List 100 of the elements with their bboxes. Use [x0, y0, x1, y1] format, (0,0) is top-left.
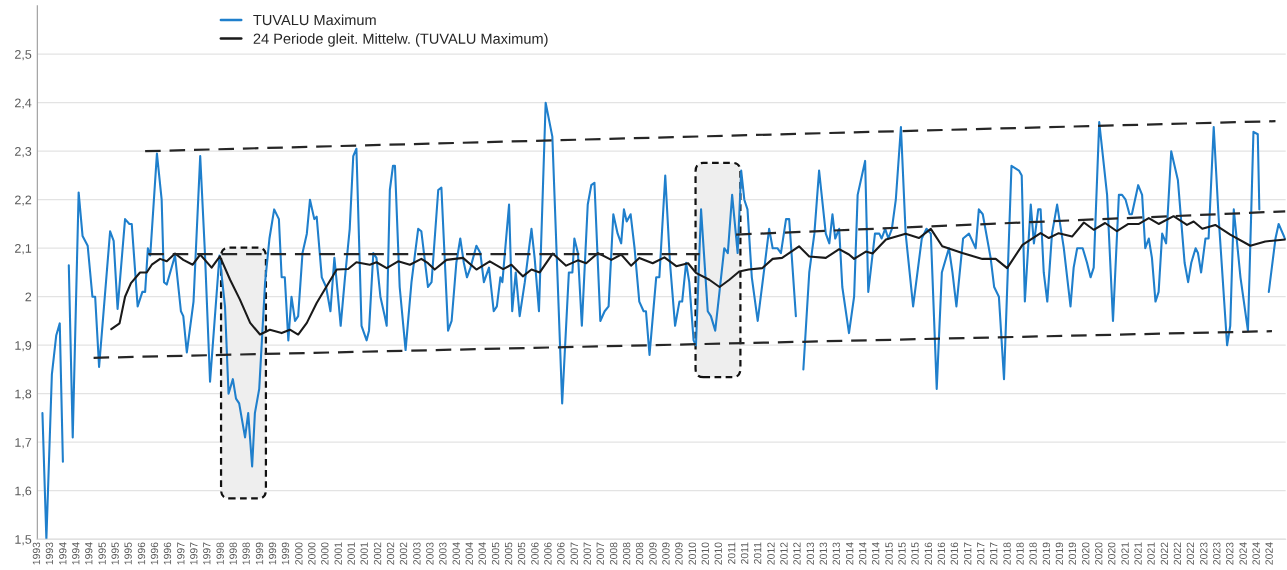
x-tick-label: 2016	[950, 542, 959, 565]
x-tick-label: 2003	[413, 542, 421, 565]
x-tick-label: 2024	[1252, 542, 1260, 565]
x-tick-label: 2023	[1226, 542, 1234, 565]
x-tick-label: 2022	[1186, 542, 1195, 565]
x-tick-label: 2012	[793, 542, 801, 565]
x-tick-label: 2002	[373, 542, 382, 565]
x-tick-label: 2019	[1068, 542, 1077, 565]
x-tick-label: 2022	[1173, 542, 1182, 565]
x-tick-label: 2002	[386, 542, 395, 565]
x-tick-label: 1995	[124, 542, 132, 565]
x-tick-label: 2000	[295, 542, 303, 565]
x-tick-label: 1999	[281, 542, 290, 565]
legend-label: TUVALU Maximum	[253, 14, 376, 26]
x-tick-label: 2017	[977, 542, 985, 565]
x-tick-label: 1993	[45, 542, 54, 565]
x-tick-label: 2017	[964, 542, 972, 565]
x-tick-label: 2019	[1055, 542, 1064, 565]
x-tick-label: 2009	[675, 542, 683, 565]
x-tick-label: 2018	[1003, 542, 1011, 565]
x-tick-label: 2003	[439, 542, 447, 565]
x-tick-label: 2011	[753, 542, 762, 564]
x-tick-label: 2020	[1108, 542, 1116, 565]
x-tick-label: 2014	[871, 542, 880, 565]
x-tick-label: 2006	[557, 542, 565, 565]
x-tick-label: 2011	[727, 542, 736, 564]
x-tick-label: 2006	[544, 542, 552, 565]
x-tick-label: 2017	[989, 542, 998, 565]
x-tick-label: 1993	[32, 542, 41, 565]
x-tick-label: 2007	[596, 542, 604, 565]
x-tick-label: 2000	[321, 542, 329, 565]
x-tick-label: 2013	[832, 542, 840, 565]
x-tick-label: 2012	[767, 542, 775, 565]
x-tick-label: 2018	[1016, 542, 1024, 565]
x-tick-label: 2024	[1265, 542, 1273, 565]
x-tick-label: 2005	[491, 542, 500, 565]
x-tick-label: 2001	[347, 542, 355, 565]
x-tick-label: 2005	[504, 542, 513, 565]
x-tick-label: 2023	[1213, 542, 1221, 565]
x-tick-label: 2021	[1121, 542, 1129, 565]
x-tick-label: 1997	[203, 542, 211, 565]
x-tick-label: 2010	[688, 542, 696, 565]
x-tick-label: 2012	[780, 542, 788, 565]
y-tick-label: 1,8	[15, 389, 32, 400]
x-tick-label: 2015	[911, 542, 919, 565]
y-tick-label: 2	[25, 292, 32, 302]
x-tick-label: 2009	[662, 542, 670, 565]
x-tick-label: 2022	[1160, 542, 1169, 565]
x-tick-label: 2016	[924, 542, 933, 565]
x-tick-label: 2007	[570, 542, 578, 565]
x-tick-label: 1996	[150, 542, 159, 565]
y-tick-label: 1,6	[15, 486, 32, 497]
x-tick-label: 2011	[740, 542, 749, 564]
x-tick-label: 1998	[242, 542, 250, 565]
x-tick-label: 1995	[98, 542, 106, 565]
y-tick-label: 2,5	[15, 50, 32, 61]
x-tick-label: 2013	[806, 542, 815, 565]
y-tick-label: 2,1	[15, 244, 32, 255]
x-tick-label: 2000	[308, 542, 316, 565]
x-tick-label: 2008	[635, 542, 644, 565]
x-tick-label: 2002	[399, 542, 408, 565]
x-tick-label: 2015	[885, 542, 893, 565]
x-tick-label: 2004	[452, 542, 460, 565]
y-tick-label: 2,2	[15, 195, 32, 206]
y-tick-label: 2,4	[15, 98, 32, 109]
x-tick-label: 2015	[898, 542, 906, 565]
x-tick-label: 2013	[819, 542, 827, 565]
x-tick-label: 2023	[1200, 542, 1208, 565]
x-tick-label: 2006	[531, 542, 539, 565]
x-tick-label: 1997	[177, 542, 185, 565]
x-tick-label: 2007	[583, 542, 591, 565]
x-tick-label: 2019	[1042, 542, 1051, 565]
x-tick-label: 2003	[426, 542, 434, 565]
x-tick-label: 1996	[137, 542, 146, 565]
x-tick-label: 2021	[1147, 542, 1155, 565]
y-tick-label: 1,9	[15, 341, 32, 352]
y-tick-label: 2,3	[15, 147, 32, 158]
x-tick-label: 2010	[714, 542, 722, 565]
x-tick-label: 2016	[937, 542, 946, 565]
x-tick-label: 2024	[1239, 542, 1247, 565]
x-tick-label: 2020	[1082, 542, 1090, 565]
x-tick-label: 2014	[858, 542, 867, 565]
x-tick-label: 2005	[517, 542, 526, 565]
x-tick-label: 1997	[190, 542, 198, 565]
y-tick-label: 1,5	[15, 535, 32, 546]
legend-label: 24 Periode gleit. Mittelw. (TUVALU Maximum)	[253, 33, 548, 47]
x-tick-label: 2008	[622, 542, 631, 565]
x-tick-label: 2010	[701, 542, 709, 565]
x-tick-label: 1994	[85, 542, 93, 565]
x-tick-label: 2008	[609, 542, 618, 565]
x-tick-label: 1999	[268, 542, 277, 565]
x-tick-label: 1999	[255, 542, 264, 565]
x-tick-label: 1995	[111, 542, 119, 565]
x-tick-label: 2021	[1134, 542, 1142, 565]
x-tick-label: 2014	[845, 542, 854, 565]
x-tick-label: 1998	[229, 542, 237, 565]
x-tick-label: 1994	[72, 542, 80, 565]
x-tick-label: 2004	[478, 542, 486, 565]
x-tick-label: 1994	[59, 542, 67, 565]
x-tick-label: 1996	[163, 542, 172, 565]
